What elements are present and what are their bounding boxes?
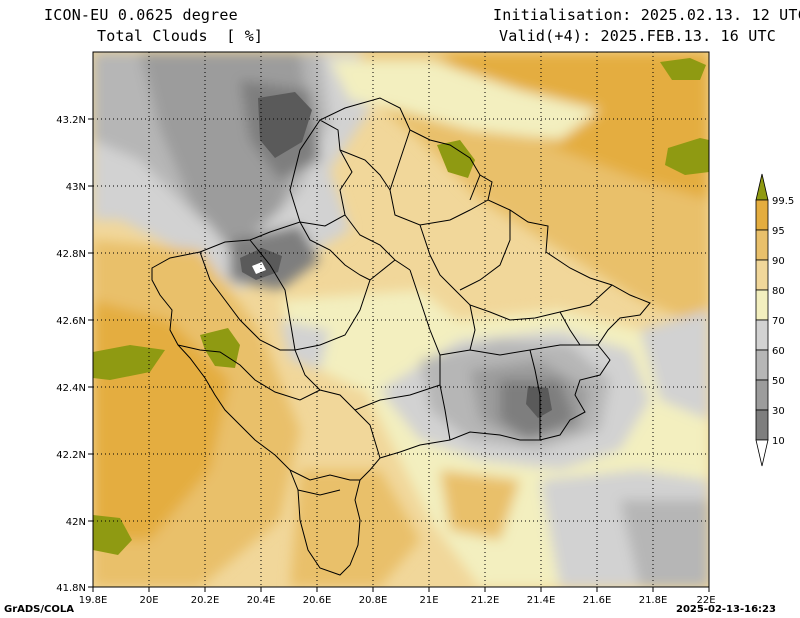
colorbar-label: 10 <box>772 436 785 447</box>
lat-label: 41.8N <box>56 583 86 594</box>
colorbar <box>755 173 769 467</box>
model-title: ICON-EU 0.0625 degree <box>44 6 238 24</box>
colorbar-label: 70 <box>772 316 785 327</box>
software-credit: GrADS/COLA <box>4 604 74 615</box>
lon-label: 22E <box>696 595 715 606</box>
lon-label: 21.8E <box>639 595 668 606</box>
initialisation-time: Initialisation: 2025.02.13. 12 UTC <box>493 6 800 24</box>
lon-label: 21.4E <box>527 595 556 606</box>
colorbar-label: 95 <box>772 226 785 237</box>
colorbar-label: 90 <box>772 256 785 267</box>
graticule <box>93 52 709 587</box>
lon-label: 21.2E <box>471 595 500 606</box>
valid-time: Valid(+4): 2025.FEB.13. 16 UTC <box>499 27 776 45</box>
lon-label: 20E <box>139 595 158 606</box>
colorbar-label: 30 <box>772 406 785 417</box>
lat-label: 43.2N <box>56 115 86 126</box>
lat-label: 42.4N <box>56 383 86 394</box>
lat-label: 42N <box>66 517 86 528</box>
lon-label: 21.6E <box>583 595 612 606</box>
lon-label: 20.4E <box>247 595 276 606</box>
lat-label: 43N <box>66 182 86 193</box>
cloud-field <box>93 52 709 587</box>
colorbar-label: 99.5 <box>772 196 794 207</box>
colorbar-label: 60 <box>772 346 785 357</box>
lon-label: 20.2E <box>191 595 220 606</box>
lon-label: 19.8E <box>79 595 108 606</box>
lat-label: 42.8N <box>56 249 86 260</box>
variable-title: Total Clouds [ %] <box>97 27 264 45</box>
lat-label: 42.2N <box>56 450 86 461</box>
lon-label: 20.6E <box>303 595 332 606</box>
colorbar-label: 80 <box>772 286 785 297</box>
lon-label: 20.8E <box>359 595 388 606</box>
lon-label: 21E <box>419 595 438 606</box>
lat-label: 42.6N <box>56 316 86 327</box>
render-timestamp: 2025-02-13-16:23 <box>676 604 776 615</box>
district-borders <box>151 97 651 576</box>
colorbar-label: 50 <box>772 376 785 387</box>
